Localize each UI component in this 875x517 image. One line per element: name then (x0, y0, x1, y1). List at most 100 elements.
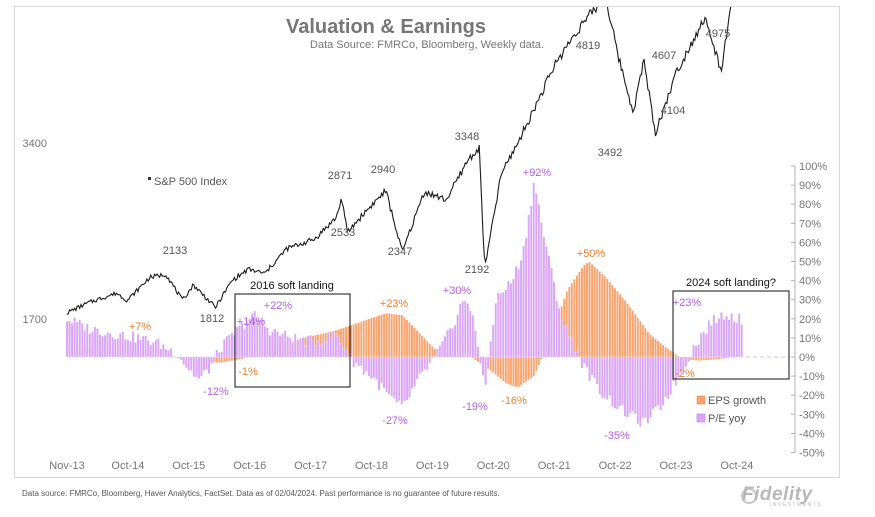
eps-growth-bar (608, 281, 612, 358)
pe-yoy-bar (253, 310, 256, 358)
eps-growth-bar (418, 332, 421, 358)
eps-growth-bar (661, 344, 665, 358)
pe-yoy-bar (141, 335, 145, 358)
pe-yoy-bar (420, 356, 424, 373)
legend-pe-swatch (696, 413, 706, 423)
eps-growth-bar (403, 317, 406, 358)
right-axis-tick-label: -30% (799, 409, 825, 421)
pe-yoy-bar (441, 341, 444, 358)
pe-yoy-bar (555, 300, 558, 358)
eps-growth-bar (215, 356, 218, 363)
pe-yoy-bar (489, 341, 492, 358)
pe-yoy-bar (616, 356, 619, 410)
pe-yoy-bar (339, 343, 343, 358)
sp500-legend-marker (148, 177, 151, 180)
pe-yoy-label: +92% (523, 167, 552, 179)
pe-yoy-bar (159, 348, 163, 358)
eps-growth-bar (646, 331, 650, 358)
chart-title: Valuation & Earnings (286, 16, 486, 38)
legend-eps-swatch (696, 395, 706, 405)
pe-yoy-bar (418, 356, 421, 374)
pe-yoy-bar (174, 356, 178, 358)
pe-yoy-bar (479, 356, 482, 363)
soft-landing-2016-label: 2016 soft landing (250, 280, 334, 292)
legend-pe-label: P/E yoy (708, 413, 746, 425)
right-axis-tick-label: 0% (799, 352, 815, 364)
pe-yoy-bar (230, 332, 234, 358)
pe-yoy-bar (393, 356, 396, 399)
pe-yoy-bar (456, 314, 459, 358)
right-axis-tick-label: 30% (799, 295, 821, 307)
eps-growth-bar (514, 356, 518, 388)
pe-yoy-bar (623, 356, 627, 417)
eps-growth-bar (428, 343, 431, 358)
eps-growth-bar (357, 322, 360, 358)
eps-growth-bar (494, 356, 497, 375)
pe-yoy-bar (101, 336, 104, 358)
pe-yoy-bar (512, 278, 515, 358)
pe-yoy-bar (116, 338, 119, 358)
eps-growth-bar (519, 356, 523, 386)
eps-growth-bar (639, 321, 642, 358)
pe-yoy-bar (365, 356, 368, 372)
eps-growth-bar (509, 356, 513, 386)
pe-yoy-bar (641, 356, 645, 418)
eps-growth-bar (527, 356, 530, 381)
pe-yoy-bar (162, 344, 165, 358)
pe-yoy-bar (529, 205, 533, 358)
pe-yoy-bar (80, 323, 84, 358)
eps-growth-bar (491, 356, 495, 373)
pe-yoy-bar (309, 335, 312, 358)
eps-growth-bar (223, 356, 226, 363)
pe-yoy-bar (611, 356, 614, 407)
pe-yoy-bar (466, 303, 470, 358)
pe-yoy-bar (400, 356, 404, 405)
pe-yoy-bar (347, 356, 350, 358)
pe-yoy-bar (659, 356, 662, 411)
sp500-value-label: 4607 (652, 50, 676, 62)
right-axis-tick-label: 10% (799, 333, 821, 345)
pe-yoy-bar (70, 323, 74, 358)
eps-growth-bar (593, 266, 596, 358)
pe-yoy-bar (207, 356, 211, 374)
pe-yoy-bar (717, 318, 721, 358)
pe-yoy-bar (243, 328, 246, 358)
eps-growth-bar (375, 316, 378, 358)
pe-yoy-bar (504, 289, 508, 358)
pe-yoy-bar (646, 356, 650, 424)
pe-yoy-bar (507, 280, 510, 358)
pe-yoy-bar (677, 356, 680, 378)
pe-yoy-bar (661, 356, 665, 406)
pe-yoy-bar (261, 319, 264, 358)
pe-yoy-bar (86, 323, 89, 358)
pe-yoy-bar (649, 356, 652, 418)
pe-yoy-bar (65, 321, 69, 358)
right-axis-tick-label: 40% (799, 276, 821, 288)
eps-growth-bar (522, 356, 525, 384)
pe-yoy-bar (398, 356, 401, 401)
eps-growth-bar (702, 356, 705, 361)
eps-growth-bar (360, 321, 363, 358)
eps-growth-bar (517, 356, 520, 388)
pe-yoy-bar (311, 340, 315, 358)
eps-growth-bar (217, 356, 221, 363)
pe-yoy-bar (375, 356, 378, 380)
pe-yoy-bar (202, 356, 206, 371)
pe-yoy-bar (169, 348, 173, 358)
eps-growth-label: -2% (675, 368, 695, 380)
pe-yoy-bar (256, 319, 259, 358)
pe-yoy-bar (606, 356, 609, 400)
pe-yoy-bar (697, 344, 700, 358)
pe-yoy-bar (291, 342, 294, 358)
eps-growth-bar (606, 278, 609, 358)
eps-growth-bar (651, 336, 655, 358)
pe-yoy-bar (197, 356, 201, 379)
pe-yoy-bar (694, 345, 698, 358)
pe-yoy-bar (382, 356, 386, 389)
pe-yoy-bar (250, 312, 254, 358)
pe-yoy-bar (443, 336, 447, 358)
pe-yoy-bar (537, 204, 541, 358)
pe-yoy-bar (200, 356, 203, 377)
fidelity-logo-icon (741, 488, 757, 504)
eps-growth-label: +23% (380, 298, 409, 310)
